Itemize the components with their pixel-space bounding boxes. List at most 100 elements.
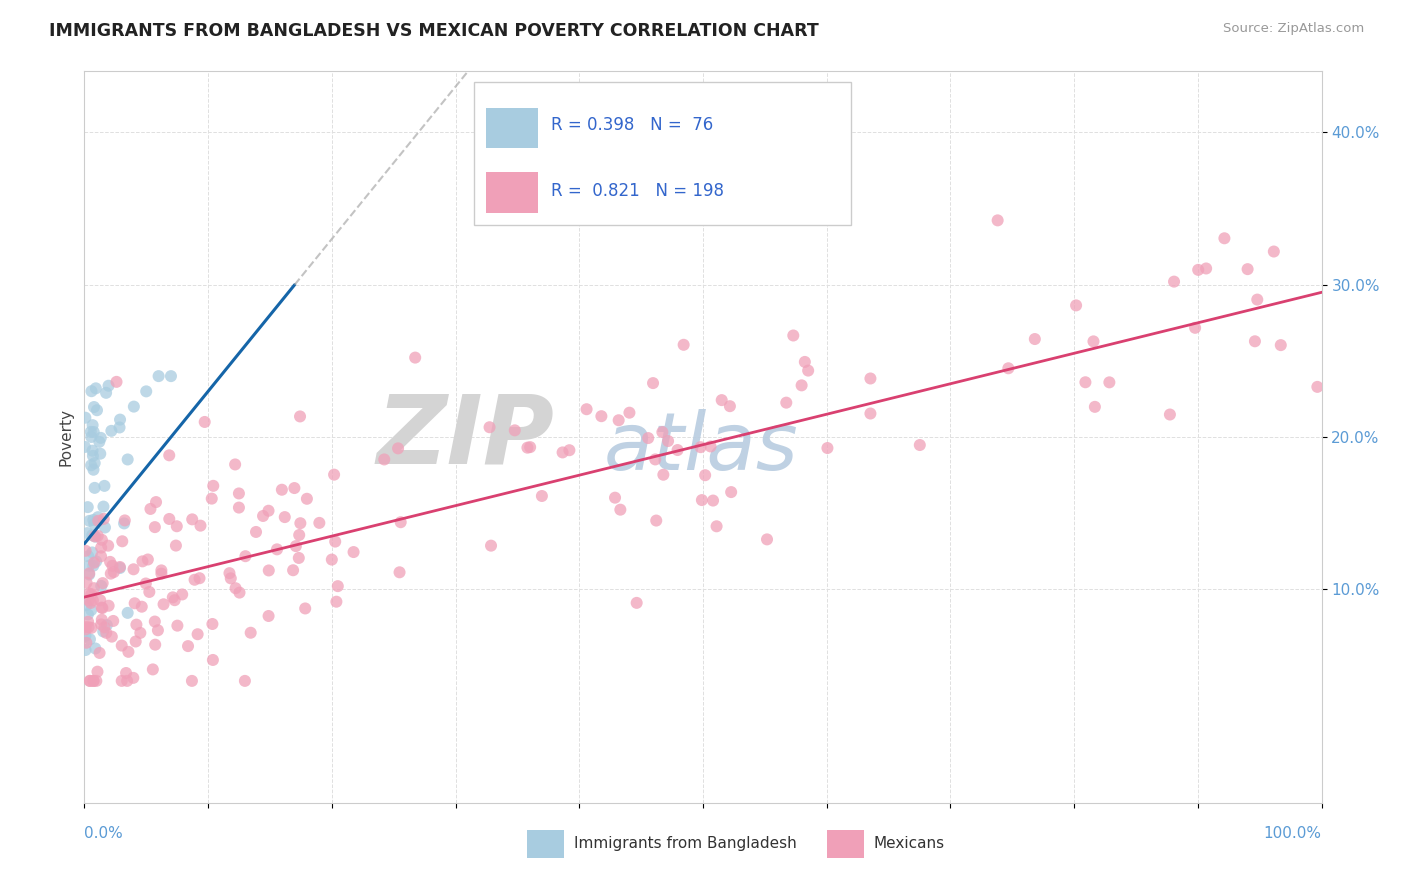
Point <box>172 587 194 601</box>
Point <box>160 369 183 384</box>
Point <box>76 526 98 541</box>
Point <box>235 549 257 564</box>
Point <box>103 614 125 628</box>
Point <box>122 400 145 414</box>
Point <box>98 555 121 569</box>
Point <box>575 402 598 417</box>
FancyBboxPatch shape <box>827 830 863 858</box>
Point <box>1184 321 1206 335</box>
Point <box>87 529 110 543</box>
Point <box>108 420 131 434</box>
Point <box>224 458 246 472</box>
Point <box>166 519 188 533</box>
Point <box>165 539 187 553</box>
Point <box>591 409 613 424</box>
Point <box>1098 376 1121 390</box>
Point <box>80 425 103 439</box>
Point <box>194 415 217 429</box>
Point <box>706 519 728 533</box>
FancyBboxPatch shape <box>486 108 538 148</box>
Point <box>530 489 553 503</box>
Point <box>218 566 240 581</box>
Point <box>114 513 136 527</box>
Point <box>1024 332 1046 346</box>
Point <box>125 617 148 632</box>
Point <box>651 425 673 439</box>
Point <box>108 412 131 426</box>
Point <box>1236 262 1258 277</box>
Point <box>1159 408 1181 422</box>
Point <box>817 441 839 455</box>
Point <box>93 479 115 493</box>
Point <box>86 665 108 679</box>
Point <box>710 393 733 408</box>
Point <box>96 618 118 632</box>
Point <box>97 599 120 613</box>
Point <box>103 565 125 579</box>
Point <box>87 510 110 524</box>
Point <box>1163 275 1185 289</box>
Point <box>997 361 1019 376</box>
Point <box>284 539 307 553</box>
Point <box>77 593 100 607</box>
Point <box>100 424 122 438</box>
Point <box>82 449 104 463</box>
Y-axis label: Poverty: Poverty <box>58 408 73 467</box>
Point <box>90 549 112 564</box>
Point <box>89 447 111 461</box>
Point <box>83 456 105 470</box>
Point <box>143 615 166 629</box>
Point <box>157 448 180 462</box>
Point <box>1270 338 1292 352</box>
Point <box>720 485 742 500</box>
Point <box>166 618 188 632</box>
Point <box>80 587 103 601</box>
Point <box>83 481 105 495</box>
Point <box>695 468 717 483</box>
Point <box>75 629 97 643</box>
Point <box>75 543 97 558</box>
Point <box>83 556 105 570</box>
Point <box>82 418 104 433</box>
Point <box>77 620 100 634</box>
Point <box>82 513 104 527</box>
Point <box>387 442 409 456</box>
Point <box>117 645 139 659</box>
Point <box>89 434 111 449</box>
Point <box>97 378 120 392</box>
Point <box>91 624 114 639</box>
Point <box>101 630 124 644</box>
Point <box>93 512 115 526</box>
Point <box>83 581 105 595</box>
Point <box>288 551 311 566</box>
Point <box>139 502 162 516</box>
Point <box>108 561 131 575</box>
Point <box>479 539 502 553</box>
Point <box>797 363 820 377</box>
Point <box>1084 400 1107 414</box>
Point <box>84 554 107 568</box>
Point <box>290 516 312 531</box>
Point <box>607 413 630 427</box>
Point <box>111 673 134 688</box>
Point <box>90 617 112 632</box>
Point <box>190 518 212 533</box>
Point <box>83 425 105 439</box>
Point <box>125 634 148 648</box>
Point <box>143 520 166 534</box>
Point <box>148 369 170 384</box>
Point <box>150 563 173 577</box>
Point <box>80 621 103 635</box>
Text: ZIP: ZIP <box>377 391 554 483</box>
Point <box>77 566 100 581</box>
Point <box>201 617 224 632</box>
Point <box>281 563 304 577</box>
Point <box>84 381 107 395</box>
Point <box>83 529 105 543</box>
Point <box>558 443 581 458</box>
Point <box>80 603 103 617</box>
Point <box>756 533 779 547</box>
Point <box>609 502 631 516</box>
Point <box>143 638 166 652</box>
Point <box>122 562 145 576</box>
